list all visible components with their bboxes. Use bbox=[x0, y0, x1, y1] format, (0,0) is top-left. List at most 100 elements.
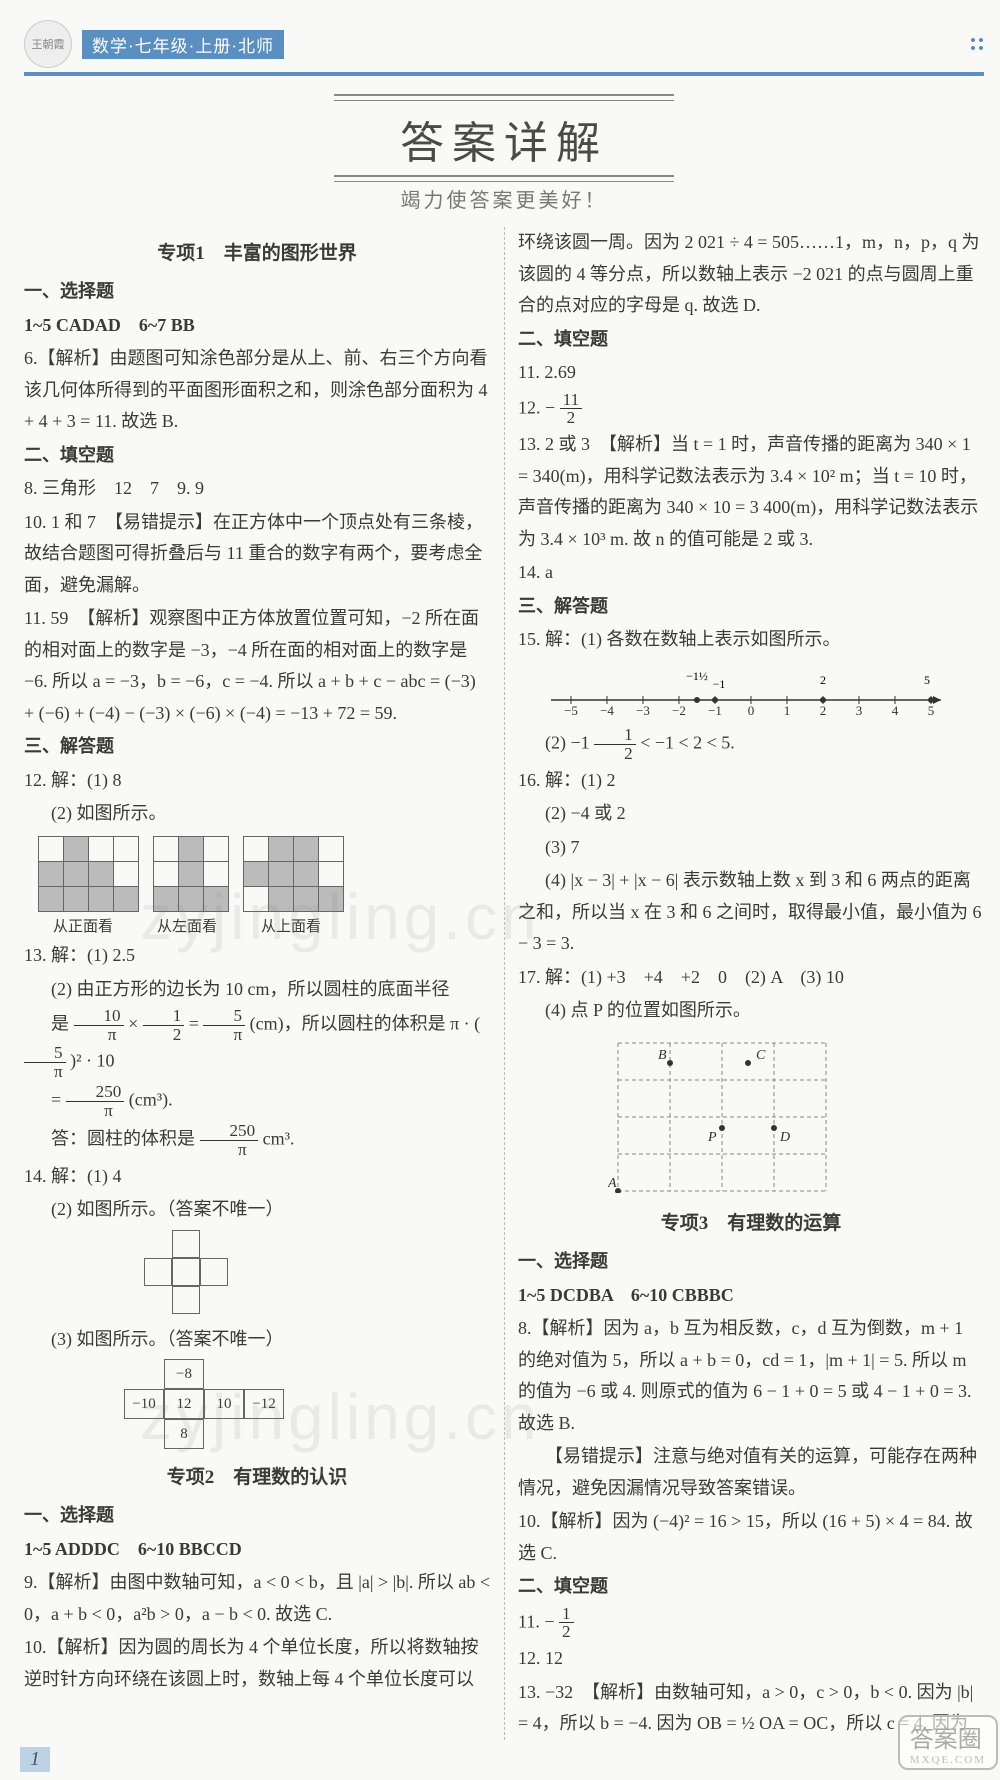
txt: = bbox=[189, 1014, 204, 1034]
subject-label: 数学·七年级·上册·北师 bbox=[82, 30, 284, 59]
s2-q15b: (2) −1 12 < −1 < 2 < 5. bbox=[518, 726, 984, 763]
q8: 8. 三角形 12 7 9. 9 bbox=[24, 473, 490, 505]
s2-q16b: (2) −4 或 2 bbox=[518, 798, 984, 830]
frac-11-2: 112 bbox=[560, 391, 582, 428]
frac-250-pi-b: 250π bbox=[200, 1122, 259, 1159]
q14b: (2) 如图所示。（答案不唯一） bbox=[24, 1194, 490, 1226]
q6: 6.【解析】由题图可知涂色部分是从上、前、右三个方向看该几何体所得到的平面图形面… bbox=[24, 343, 490, 438]
txt: 11. − bbox=[518, 1611, 559, 1631]
txt: 12. − bbox=[518, 397, 560, 417]
txt: cm³. bbox=[263, 1128, 295, 1148]
top-view-grid bbox=[243, 836, 344, 912]
q14a: 14. 解：(1) 4 bbox=[24, 1161, 490, 1193]
page-title: 答案详解 bbox=[24, 107, 984, 171]
q11: 11. 59 【解析】观察图中正方体放置位置可知，−2 所在面的相对面上的数字是… bbox=[24, 603, 490, 729]
svg-text:A: A bbox=[608, 1176, 617, 1191]
group-label: 二、填空题 bbox=[24, 440, 490, 472]
svg-text:2: 2 bbox=[820, 673, 826, 687]
svg-text:−2: −2 bbox=[672, 703, 686, 718]
answers-1-5: 1~5 CADAD 6~7 BB bbox=[24, 310, 490, 342]
header-bar: 王朝霞 数学·七年级·上册·北师 bbox=[24, 20, 984, 76]
svg-text:−5: −5 bbox=[564, 703, 578, 718]
frac-5-pi-b: 5π bbox=[24, 1044, 66, 1081]
brand-logo: 王朝霞 bbox=[24, 20, 72, 68]
s2-q16a: 16. 解：(1) 2 bbox=[518, 765, 984, 797]
group-label: 二、填空题 bbox=[518, 324, 984, 356]
q13b-calc: 是 10π × 12 = 5π (cm)，所以圆柱的体积是 π · ( 5π )… bbox=[24, 1007, 490, 1081]
view-grids bbox=[38, 836, 490, 912]
svg-text:−1: −1 bbox=[713, 677, 726, 691]
frac-1-2: 12 bbox=[143, 1007, 185, 1044]
frac-5-pi: 5π bbox=[203, 1007, 245, 1044]
frac-10-pi: 10π bbox=[74, 1007, 124, 1044]
stamp-main: 答案圈 bbox=[910, 1727, 982, 1753]
txt: (cm³). bbox=[129, 1089, 173, 1109]
corner-dots-icon bbox=[970, 37, 984, 51]
svg-text:1: 1 bbox=[784, 703, 791, 718]
svg-text:−1: −1 bbox=[708, 703, 722, 718]
svg-text:P: P bbox=[707, 1130, 717, 1145]
dashed-point-grid: BC PD A bbox=[608, 1033, 838, 1193]
answer-stamp: 答案圈 MXQE.COM bbox=[898, 1715, 998, 1770]
s2-q10a: 10.【解析】因为圆的周长为 4 个单位长度，所以将数轴按逆时针方向环绕在该圆上… bbox=[24, 1632, 490, 1695]
txt: ( bbox=[474, 1014, 480, 1034]
svg-text:−1½: −1½ bbox=[686, 669, 708, 683]
frac-250-pi: 250π bbox=[66, 1083, 125, 1120]
number-line: −5−4−3 −2−10 123 45 −1½ −1 2 5 bbox=[541, 660, 961, 720]
cross-net bbox=[144, 1230, 490, 1314]
txt: × bbox=[128, 1014, 143, 1034]
title-rule bbox=[334, 175, 674, 182]
svg-text:4: 4 bbox=[892, 703, 899, 718]
svg-text:−4: −4 bbox=[600, 703, 614, 718]
txt: (cm)，所以圆柱的体积是 π · bbox=[250, 1014, 475, 1034]
page-number: 1 bbox=[20, 1747, 50, 1772]
s2-q9: 9.【解析】由图中数轴可知，a < 0 < b，且 |a| > |b|. 所以 … bbox=[24, 1567, 490, 1630]
label-top: 从上面看 bbox=[246, 914, 336, 940]
s2-q16d: (4) |x − 3| + |x − 6| 表示数轴上数 x 到 3 和 6 两… bbox=[518, 865, 984, 960]
section-2-title: 专项2 有理数的认识 bbox=[24, 1461, 490, 1494]
s2-q10b: 环绕该圆一周。因为 2 021 ÷ 4 = 505……1，m，n，p，q 为该圆… bbox=[518, 227, 984, 322]
txt: < −1 < 2 < 5. bbox=[640, 732, 735, 752]
svg-text:−3: −3 bbox=[636, 703, 650, 718]
answers-3: 1~5 DCDBA 6~10 CBBBC bbox=[518, 1280, 984, 1312]
group-label: 二、填空题 bbox=[518, 1571, 984, 1603]
q14c: (3) 如图所示。（答案不唯一） bbox=[24, 1324, 490, 1356]
q13b-line2: = 250π (cm³). bbox=[24, 1083, 490, 1120]
s3-q8w: 【易错提示】注意与绝对值有关的运算，可能存在两种情况，避免因漏情况导致答案错误。 bbox=[518, 1441, 984, 1504]
s2-q17a: 17. 解：(1) +3 +4 +2 0 (2) A (3) 10 bbox=[518, 962, 984, 994]
svg-text:5: 5 bbox=[924, 673, 930, 687]
s3-q11: 11. − 12 bbox=[518, 1605, 984, 1642]
title-rule bbox=[334, 94, 674, 101]
group-label: 三、解答题 bbox=[518, 591, 984, 623]
q12a: 12. 解：(1) 8 bbox=[24, 765, 490, 797]
s2-q12: 12. − 112 bbox=[518, 391, 984, 428]
s3-q12: 12. 12 bbox=[518, 1643, 984, 1675]
section-3-title: 专项3 有理数的运算 bbox=[518, 1207, 984, 1240]
page-subtitle: 竭力使答案更美好！ bbox=[24, 184, 984, 213]
svg-text:5: 5 bbox=[928, 703, 935, 718]
answers-2: 1~5 ADDDC 6~10 BBCCD bbox=[24, 1534, 490, 1566]
s2-q15a: 15. 解：(1) 各数在数轴上表示如图所示。 bbox=[518, 624, 984, 656]
txt: · 10 bbox=[86, 1050, 115, 1070]
s2-q14: 14. a bbox=[518, 557, 984, 589]
txt: 是 bbox=[51, 1014, 74, 1034]
s2-q17b: (4) 点 P 的位置如图所示。 bbox=[518, 995, 984, 1027]
group-label: 一、选择题 bbox=[518, 1246, 984, 1278]
stamp-sub: MXQE.COM bbox=[910, 1754, 986, 1766]
label-front: 从正面看 bbox=[38, 914, 128, 940]
s3-q10: 10.【解析】因为 (−4)² = 16 > 15，所以 (16 + 5) × … bbox=[518, 1506, 984, 1569]
svg-text:B: B bbox=[658, 1048, 667, 1063]
q12b: (2) 如图所示。 bbox=[24, 798, 490, 830]
label-left: 从左面看 bbox=[142, 914, 232, 940]
group-label: 一、选择题 bbox=[24, 1500, 490, 1532]
txt: (2) −1 bbox=[545, 732, 590, 752]
group-label: 一、选择题 bbox=[24, 276, 490, 308]
left-view-grid bbox=[153, 836, 229, 912]
txt: = bbox=[51, 1089, 66, 1109]
txt: ² bbox=[76, 1050, 81, 1070]
svg-text:D: D bbox=[779, 1130, 790, 1145]
svg-text:0: 0 bbox=[748, 703, 755, 718]
group-label: 三、解答题 bbox=[24, 731, 490, 763]
content-columns: 专项1 丰富的图形世界 一、选择题 1~5 CADAD 6~7 BB 6.【解析… bbox=[24, 227, 984, 1740]
svg-text:2: 2 bbox=[820, 703, 827, 718]
